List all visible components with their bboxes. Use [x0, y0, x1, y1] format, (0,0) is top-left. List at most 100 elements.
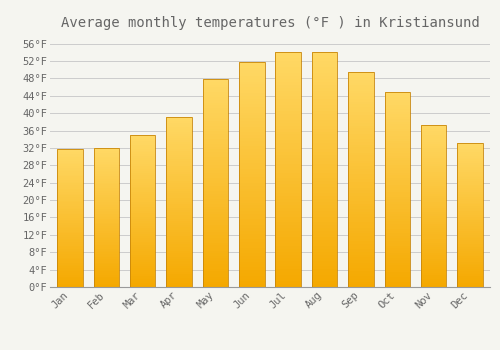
Bar	[58, 221, 82, 223]
Bar	[458, 190, 482, 192]
Bar	[421, 243, 446, 245]
Bar	[348, 255, 374, 258]
Bar	[239, 256, 264, 259]
Bar	[202, 131, 228, 134]
Bar	[239, 65, 264, 68]
Bar	[384, 251, 410, 253]
Bar	[202, 269, 228, 271]
Bar	[130, 249, 156, 251]
Bar	[166, 259, 192, 261]
Bar	[239, 116, 264, 118]
Bar	[348, 241, 374, 244]
Bar	[202, 201, 228, 204]
Bar	[312, 55, 338, 58]
Bar	[58, 216, 82, 218]
Bar	[421, 255, 446, 257]
Bar	[202, 181, 228, 183]
Bar	[202, 266, 228, 269]
Bar	[239, 158, 264, 160]
Bar	[239, 113, 264, 116]
Bar	[276, 55, 301, 58]
Bar	[58, 256, 82, 258]
Bar	[312, 138, 338, 140]
Bar	[239, 144, 264, 146]
Bar	[58, 258, 82, 259]
Bar	[458, 159, 482, 161]
Bar	[202, 90, 228, 92]
Bar	[458, 147, 482, 149]
Bar	[421, 130, 446, 132]
Bar	[166, 270, 192, 272]
Bar	[202, 282, 228, 285]
Bar	[421, 232, 446, 234]
Bar	[348, 258, 374, 260]
Bar	[348, 225, 374, 228]
Bar	[130, 208, 156, 209]
Bar	[276, 117, 301, 120]
Bar	[276, 167, 301, 170]
Bar	[458, 194, 482, 195]
Bar	[166, 142, 192, 144]
Bar	[421, 285, 446, 287]
Bar	[202, 92, 228, 95]
Bar	[421, 279, 446, 281]
Bar	[384, 243, 410, 246]
Bar	[384, 270, 410, 272]
Bar	[202, 274, 228, 276]
Bar	[276, 76, 301, 79]
Bar	[458, 271, 482, 273]
Bar	[239, 130, 264, 132]
Bar	[239, 124, 264, 127]
Bar	[58, 149, 82, 150]
Bar	[202, 245, 228, 248]
Bar	[239, 166, 264, 169]
Bar	[384, 231, 410, 233]
Bar	[348, 96, 374, 99]
Bar	[458, 206, 482, 208]
Bar	[458, 172, 482, 174]
Bar	[166, 185, 192, 187]
Bar	[384, 248, 410, 251]
Bar	[239, 189, 264, 191]
Bar	[348, 239, 374, 241]
Bar	[348, 215, 374, 217]
Bar	[202, 225, 228, 227]
Bar	[312, 187, 338, 190]
Bar	[239, 231, 264, 233]
Bar	[166, 178, 192, 181]
Bar	[239, 146, 264, 149]
Bar	[421, 263, 446, 265]
Bar	[312, 275, 338, 278]
Bar	[58, 239, 82, 240]
Bar	[130, 196, 156, 198]
Bar	[239, 225, 264, 228]
Bar	[58, 266, 82, 268]
Bar	[384, 105, 410, 107]
Bar	[130, 241, 156, 243]
Bar	[130, 223, 156, 224]
Bar	[312, 237, 338, 240]
Bar	[239, 135, 264, 138]
Bar	[348, 163, 374, 166]
Bar	[276, 132, 301, 134]
Bar	[94, 258, 119, 259]
Bar	[348, 172, 374, 174]
Bar	[166, 285, 192, 287]
Bar	[312, 249, 338, 252]
Bar	[421, 200, 446, 202]
Bar	[166, 268, 192, 270]
Bar	[58, 278, 82, 280]
Bar	[166, 130, 192, 132]
Bar	[94, 249, 119, 251]
Bar	[458, 156, 482, 158]
Bar	[276, 272, 301, 275]
Bar	[312, 228, 338, 231]
Bar	[58, 235, 82, 237]
Bar	[58, 199, 82, 201]
Bar	[421, 178, 446, 180]
Bar	[202, 103, 228, 105]
Bar	[458, 255, 482, 257]
Bar	[348, 88, 374, 91]
Bar	[458, 154, 482, 156]
Bar	[58, 192, 82, 194]
